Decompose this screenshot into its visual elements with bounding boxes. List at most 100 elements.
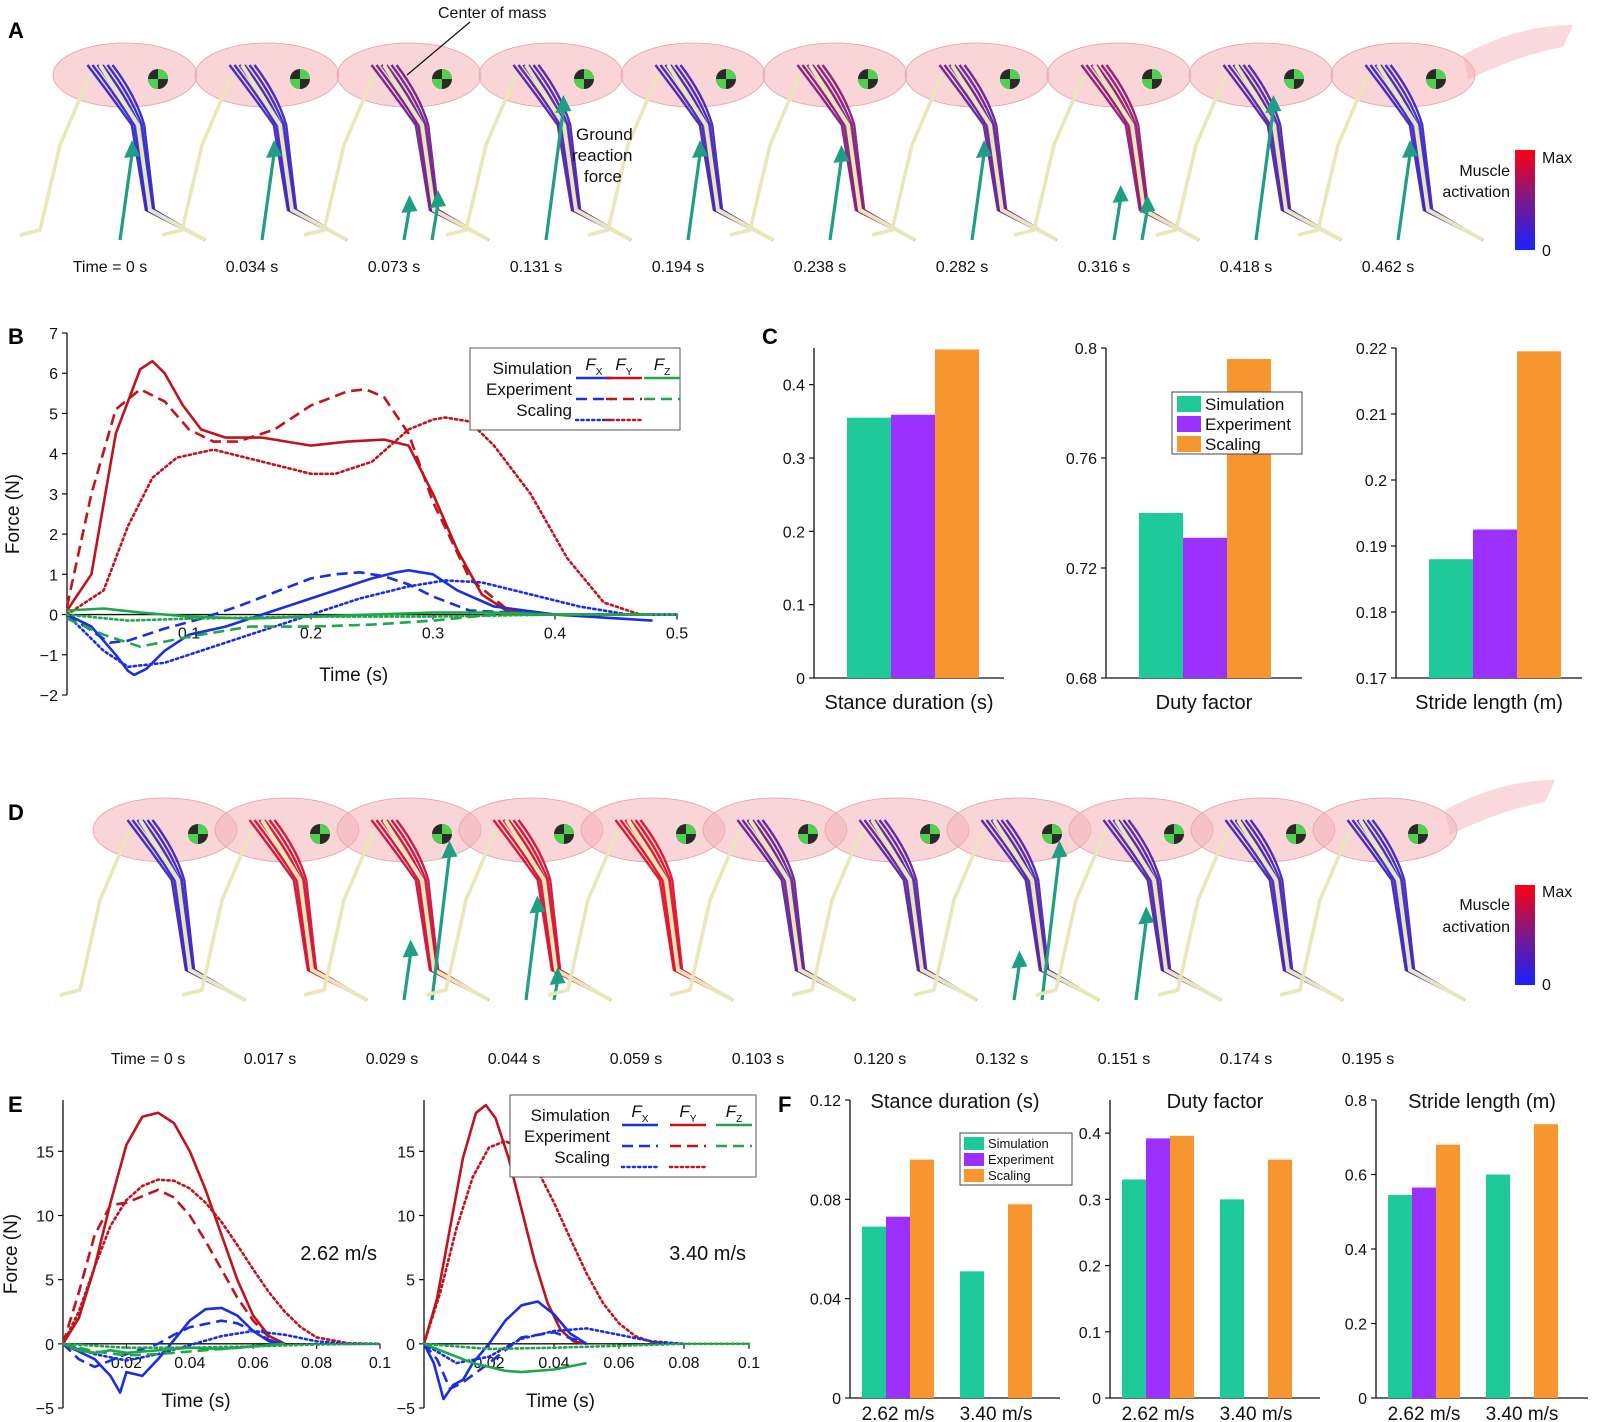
frame-muscle xyxy=(634,819,734,1002)
frame-9: 0.174 s xyxy=(1157,797,1344,1068)
frame-10: 0.195 s xyxy=(1279,780,1555,1068)
colorbar-a-min: 0 xyxy=(1542,243,1551,260)
com-marker-quadrants xyxy=(554,824,574,844)
series-fz-dot xyxy=(61,1342,382,1349)
bar-scaling xyxy=(910,1159,934,1398)
frame-muscle xyxy=(1249,819,1344,1002)
frame-7: 0.316 s xyxy=(1013,42,1200,276)
grf-arrow-head xyxy=(441,840,458,859)
panel-letter-c: C xyxy=(762,324,778,349)
x-tick-label: 0.08 xyxy=(668,1355,699,1372)
frame-4: 0.194 s xyxy=(587,42,774,276)
bar-chart-c-0: 0 0.1 0.2 0.3 0.4 Stance duration (s) xyxy=(783,348,1004,714)
y-tick-label: 0.76 xyxy=(1066,451,1097,468)
frame-6: 0.282 s xyxy=(871,42,1058,276)
bar-simulation xyxy=(1220,1199,1244,1398)
colorbar-a-gradient xyxy=(1515,150,1535,250)
y-tick-label: 0.2 xyxy=(1365,473,1387,490)
x-axis-label: Time (s) xyxy=(319,665,388,686)
colorbar-a: Max 0 Muscle activation xyxy=(1442,150,1572,260)
y-tick-label: 0.4 xyxy=(1079,1126,1101,1143)
y-tick-label: −1 xyxy=(40,648,58,665)
y-tick-label: 0 xyxy=(1092,1391,1101,1408)
frame-muscle xyxy=(619,819,734,1002)
frame-muscle xyxy=(1244,819,1344,1002)
frame-muscle xyxy=(497,819,612,1002)
y-tick-label: 15 xyxy=(36,1144,54,1161)
frame-muscle xyxy=(943,64,1058,242)
y-tick-label: 0.2 xyxy=(1079,1259,1101,1276)
frame-time-label: 0.073 s xyxy=(368,259,420,276)
y-tick-label: 0.22 xyxy=(1356,341,1387,358)
force-legend: FX FY FZ Simulation Experiment Scaling xyxy=(509,1094,757,1178)
frame-bone-swing xyxy=(1279,829,1352,997)
frame-2: 0.073 s xyxy=(303,42,490,276)
frame-time-label: 0.131 s xyxy=(510,259,562,276)
y-tick-label: 10 xyxy=(36,1209,54,1226)
frame-muscle xyxy=(863,819,978,1002)
series-fy-dash xyxy=(61,1188,286,1346)
bar-simulation xyxy=(862,1226,886,1398)
frame-time-label: Time = 0 s xyxy=(111,1051,186,1068)
com-marker-quadrants xyxy=(432,824,452,844)
frame-muscle xyxy=(1085,64,1200,242)
grf-arrow-shaft xyxy=(1134,920,1148,1001)
legend-label: Scaling xyxy=(988,1168,1031,1183)
frame-bone-stance xyxy=(666,63,774,242)
series-fz-dash xyxy=(62,1342,286,1357)
frame-muscle xyxy=(1371,819,1466,1002)
series-fy-dash xyxy=(65,388,604,616)
bar-scaling xyxy=(1008,1204,1032,1398)
frame-2: 0.029 s xyxy=(303,797,490,1068)
frame-bone-swing xyxy=(729,74,802,237)
x-tick-label: 0.08 xyxy=(301,1355,332,1372)
legend-swatch-simulation xyxy=(964,1137,984,1150)
y-tick-label: 5 xyxy=(45,1273,54,1290)
frame-3: 0.131 s xyxy=(445,42,632,276)
frame-muscle xyxy=(674,64,774,242)
frame-muscle xyxy=(1229,819,1344,1002)
grf-arrow-head xyxy=(430,190,446,208)
y-tick-label: 0.1 xyxy=(783,598,805,615)
frame-muscle xyxy=(131,819,246,1002)
panel-letter-d: D xyxy=(8,800,24,825)
y-tick-label: 0.8 xyxy=(1075,341,1097,358)
speed-label: 2.62 m/s xyxy=(300,1243,377,1265)
frame-6: 0.120 s xyxy=(791,797,978,1068)
frame-muscle xyxy=(532,64,632,242)
com-marker-quadrants xyxy=(188,824,208,844)
frame-muscle xyxy=(1107,819,1222,1002)
frame-time-label: 0.029 s xyxy=(366,1051,418,1068)
com-marker-quadrants xyxy=(1284,69,1304,89)
frame-muscle xyxy=(126,819,246,1002)
bar-experiment xyxy=(1183,537,1227,678)
bar-experiment xyxy=(891,414,935,678)
legend-col-header: FZ xyxy=(654,355,671,378)
frame-1: 0.017 s xyxy=(181,797,368,1068)
legend-col-header: FX xyxy=(631,1102,648,1125)
frame-time-label: 0.282 s xyxy=(936,259,988,276)
bar-simulation xyxy=(1429,559,1473,678)
frame-muscle xyxy=(1222,64,1342,242)
legend-swatch-scaling xyxy=(1177,436,1201,452)
grf-arrow-shaft xyxy=(402,953,413,1001)
grf-arrow-shaft xyxy=(1140,208,1149,241)
legend-frame xyxy=(509,1094,757,1178)
frame-bone-stance xyxy=(240,63,348,242)
frame-time-label: 0.418 s xyxy=(1220,259,1272,276)
frame-time-label: 0.195 s xyxy=(1342,1051,1394,1068)
y-tick-label: 5 xyxy=(49,406,58,423)
frame-muscle xyxy=(1105,64,1200,242)
grf-arrow-shaft xyxy=(1040,854,1061,1001)
series-fx-dash xyxy=(66,571,556,644)
frame-muscle xyxy=(492,819,612,1002)
y-tick-label: 0.1 xyxy=(1079,1325,1101,1342)
legend-col-header: FY xyxy=(679,1102,696,1125)
frame-muscle xyxy=(1384,64,1484,242)
frame-time-label: 0.316 s xyxy=(1078,259,1130,276)
frame-4: 0.059 s xyxy=(547,797,734,1068)
y-tick-label: 0.4 xyxy=(1345,1242,1367,1259)
grf-arrow-head xyxy=(976,140,992,158)
frame-bone-stance xyxy=(950,63,1058,242)
